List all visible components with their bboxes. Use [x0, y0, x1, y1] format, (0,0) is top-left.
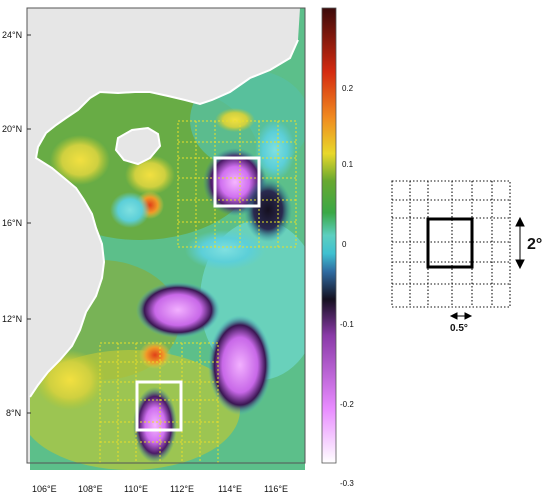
lat-tick-label: 12°N [2, 314, 22, 324]
arrow-halfdeg [449, 312, 473, 320]
lon-tick-label: 108°E [78, 484, 103, 494]
colorbar-tick-label: -0.2 [340, 400, 354, 409]
colorbar-tick-label: 0.2 [342, 84, 354, 93]
hainan-island [114, 126, 162, 166]
arrow-2deg [515, 216, 525, 270]
colorbar-tick-label: -0.1 [340, 320, 354, 329]
lon-tick-label: 112°E [170, 484, 194, 494]
lon-tick-label: 114°E [218, 484, 242, 494]
dotted-grid-north [177, 120, 297, 248]
schematic-highlight-box [426, 217, 474, 269]
lat-tick-label: 24°N [2, 30, 22, 40]
map-panel [26, 7, 306, 470]
coastline [29, 39, 299, 398]
highlight-box-north [213, 156, 261, 208]
lat-tick-label: 8°N [6, 408, 21, 418]
lat-axis: 24°N 20°N 16°N 12°N 8°N [2, 30, 31, 418]
lon-axis: 106°E 108°E 110°E 112°E 114°E 116°E [32, 484, 288, 494]
colorbar-tick-label: 0 [342, 240, 347, 249]
colorbar-tick-label: 0.1 [342, 160, 354, 169]
colorbar-gradient [321, 7, 337, 464]
lon-tick-label: 110°E [124, 484, 148, 494]
lon-tick-label: 116°E [264, 484, 288, 494]
label-halfdeg: 0.5° [450, 323, 468, 334]
map-frame [26, 7, 306, 464]
colorbar: 0.2 0.1 0 -0.1 -0.2 -0.3 [321, 7, 354, 488]
lon-tick-label: 106°E [32, 484, 57, 494]
lat-tick-label: 16°N [2, 218, 22, 228]
label-2deg: 2° [527, 236, 542, 253]
colorbar-tick-label: -0.3 [340, 479, 354, 488]
highlight-box-south [135, 380, 183, 432]
lat-tick-label: 20°N [2, 124, 22, 134]
schematic-grid: 2° 0.5° [391, 180, 542, 334]
